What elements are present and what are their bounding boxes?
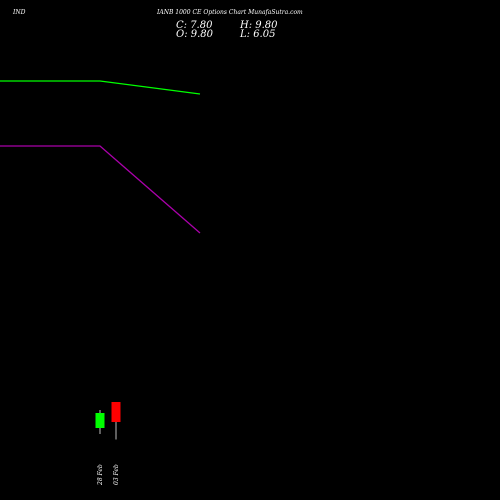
- close-value: C: 7.80: [176, 20, 213, 31]
- x-tick-label: 03 Feb: [113, 464, 120, 485]
- series-layer: [0, 80, 201, 234]
- low-value: L: 6.05: [240, 29, 276, 40]
- x-tick-label: 28 Feb: [97, 464, 104, 486]
- candle-body: [95, 413, 105, 428]
- chart-title: IANB 1000 CE Options Chart MunafaSutra.c…: [157, 9, 303, 16]
- candle-layer: [95, 402, 121, 440]
- open-value: O: 9.80: [176, 29, 214, 40]
- series-line-1: [0, 80, 201, 95]
- candle-body: [111, 402, 121, 422]
- high-value: H: 9.80: [240, 20, 278, 31]
- date-label-layer: 28 Feb 03 Feb: [97, 464, 120, 486]
- symbol-label: IND: [13, 9, 26, 16]
- series-line-2: [0, 145, 201, 234]
